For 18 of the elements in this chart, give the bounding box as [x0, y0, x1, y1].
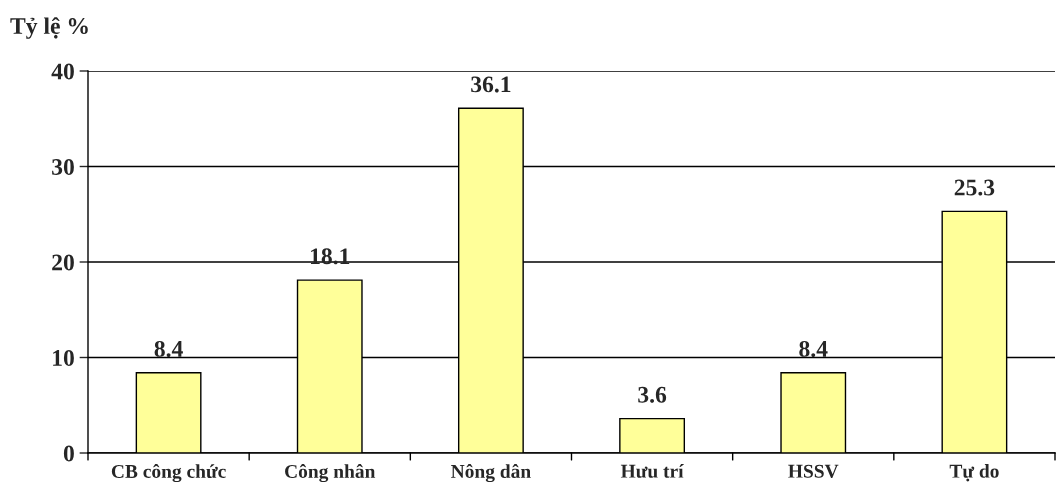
- x-tick-label: Hưu trí: [620, 464, 684, 478]
- data-label: 3.6: [638, 386, 667, 403]
- y-tick-label: 20: [52, 254, 74, 271]
- x-tick-label: CB công chức: [111, 464, 226, 483]
- y-tick-label: 0: [63, 445, 74, 462]
- x-tick-label: Tự do: [949, 464, 999, 482]
- data-label: 18.1: [310, 248, 350, 265]
- data-label: 36.1: [471, 76, 511, 93]
- y-tick-label: 30: [52, 158, 74, 175]
- data-label: 8.4: [154, 340, 183, 357]
- x-tick-label: Công nhân: [285, 464, 376, 483]
- y-tick-label: 10: [53, 349, 74, 366]
- data-label: 25.3: [954, 179, 995, 196]
- y-axis-title: Tỷ lệ %: [10, 17, 88, 39]
- x-tick-label: HSSV: [788, 464, 839, 478]
- y-tick-label: 40: [51, 63, 74, 80]
- data-label: 8.4: [799, 340, 828, 357]
- x-tick-label: Nông dân: [451, 464, 531, 483]
